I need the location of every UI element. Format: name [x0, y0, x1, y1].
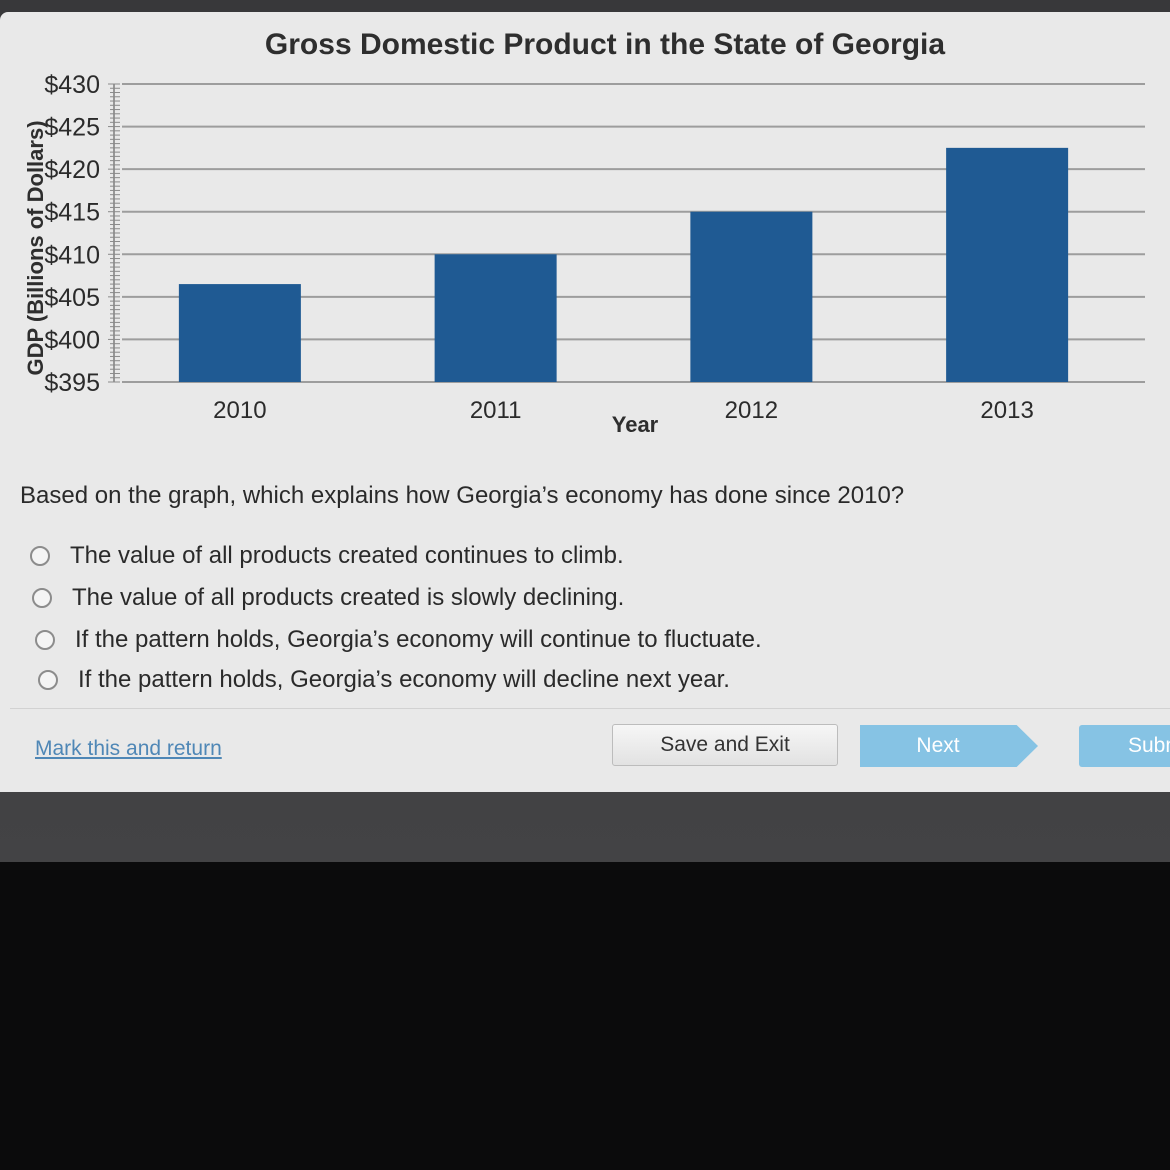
y-tick-label: $405: [44, 284, 100, 312]
y-tick-label: $410: [44, 241, 100, 269]
answer-option-1[interactable]: The value of all products created contin…: [30, 542, 624, 570]
radio-button[interactable]: [38, 670, 58, 690]
next-button[interactable]: Next: [860, 725, 1038, 767]
answer-option-label: If the pattern holds, Georgia’s economy …: [78, 666, 730, 693]
bar-2011: [434, 254, 557, 382]
submit-button[interactable]: Subm: [1079, 725, 1170, 767]
y-axis-ruler: [108, 83, 120, 383]
y-axis-tick-labels: $395 $400 $405 $410 $415 $420 $425 $430: [44, 71, 100, 397]
y-tick-label: $420: [44, 156, 100, 184]
radio-button[interactable]: [35, 630, 55, 650]
question-panel: [0, 12, 1170, 792]
save-and-exit-button[interactable]: Save and Exit: [612, 724, 838, 766]
mark-and-return-link[interactable]: Mark this and return: [35, 737, 222, 760]
y-tick-label: $395: [44, 369, 100, 397]
bar-2013: [946, 147, 1069, 382]
x-axis-tick-labels: 2010 2011 2012 2013: [213, 397, 1034, 424]
gdp-bar-chart: Gross Domestic Product in the State of G…: [23, 28, 1145, 437]
x-axis-title: Year: [612, 412, 659, 437]
footer-divider: [10, 708, 1170, 709]
bar-2010: [178, 284, 301, 382]
y-tick-label: $430: [44, 71, 100, 99]
answer-option-3[interactable]: If the pattern holds, Georgia’s economy …: [35, 626, 762, 654]
x-tick-label: 2010: [213, 397, 266, 424]
radio-button[interactable]: [30, 546, 50, 566]
x-tick-label: 2013: [980, 397, 1033, 424]
y-axis-title: GDP (Billions of Dollars): [23, 120, 48, 375]
bar-2012: [690, 211, 813, 382]
x-tick-label: 2012: [725, 397, 778, 424]
answer-option-label: If the pattern holds, Georgia’s economy …: [75, 626, 762, 653]
answer-option-label: The value of all products created is slo…: [72, 584, 625, 611]
monitor-bezel: [0, 862, 1170, 1170]
chart-title: Gross Domestic Product in the State of G…: [265, 28, 945, 61]
y-tick-label: $425: [44, 114, 100, 142]
x-tick-label: 2011: [470, 397, 522, 424]
answer-option-2[interactable]: The value of all products created is slo…: [32, 584, 624, 612]
question-prompt: Based on the graph, which explains how G…: [20, 482, 905, 509]
radio-button[interactable]: [32, 588, 52, 608]
y-tick-label: $400: [44, 326, 100, 354]
answer-option-label: The value of all products created contin…: [70, 542, 624, 569]
chart-bars: [178, 147, 1069, 382]
y-tick-label: $415: [44, 199, 100, 227]
answer-option-4[interactable]: If the pattern holds, Georgia’s economy …: [38, 666, 730, 694]
